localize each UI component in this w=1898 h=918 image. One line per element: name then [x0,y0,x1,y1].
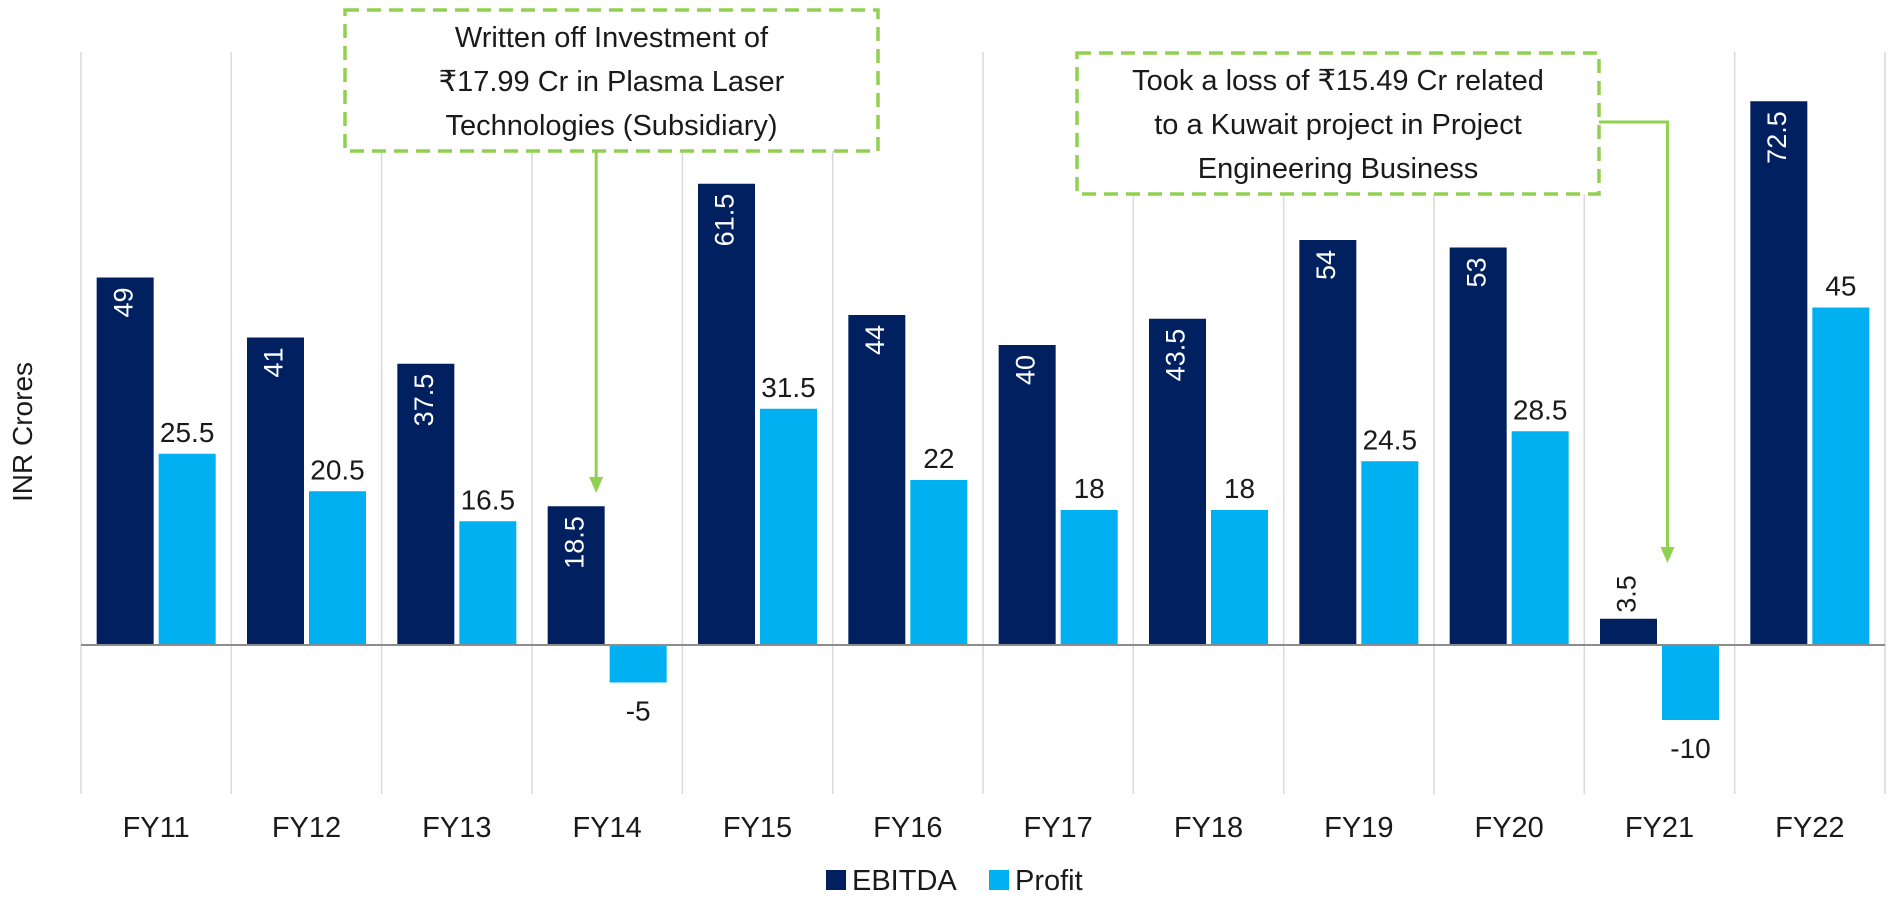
ebitda-value-label: 54 [1311,250,1341,280]
ebitda-value-label: 37.5 [409,374,439,427]
ebitda-value-label: 18.5 [559,516,589,569]
x-tick-label: FY21 [1625,812,1694,844]
ebitda-value-label: 44 [860,325,890,355]
profit-value-label: 24.5 [1363,424,1418,455]
profit-value-label: -5 [626,696,651,727]
profit-bar-fy17 [1060,510,1118,645]
profit-bar-fy12 [309,491,366,645]
x-axis-tick-labels: FY11 FY12 FY13 FY14 FY15 FY16 FY17 FY18 FY19 FY20… [123,812,1845,844]
ebitda-value-label: 53 [1461,258,1491,288]
annotation-box [343,8,880,153]
x-tick-label: FY13 [422,812,491,844]
x-tick-label: FY15 [723,812,792,844]
ebitda-bar-fy11 [96,277,154,645]
annotation-text: Engineering Business [1198,153,1479,185]
profit-value-label: -10 [1670,733,1710,764]
legend-label: Profit [1015,865,1083,897]
annotation-arrow-line [1599,120,1669,549]
profit-value-label: 45 [1825,271,1856,302]
profit-value-label: 20.5 [310,454,365,485]
profit-bar-fy14 [609,645,667,683]
gridlines [80,52,1886,794]
ebitda-value-label: 49 [108,288,138,318]
annotation-text: Took a loss of ₹15.49 Cr related [1132,65,1544,97]
x-tick-label: FY14 [573,812,642,844]
x-tick-label: FY12 [272,812,341,844]
annotation-text: Written off Investment of [455,22,769,54]
ebitda-value-label: 72.5 [1762,111,1792,164]
x-tick-label: FY18 [1174,812,1243,844]
ebitda-bar-fy19 [1299,240,1357,645]
profit-bar-fy18 [1211,510,1268,645]
ebitda-value-label: 43.5 [1161,329,1191,382]
profit-bar-fy20 [1511,431,1569,645]
x-tick-label: FY20 [1475,812,1544,844]
annotation-text: Technologies (Subsidiary) [445,110,777,142]
profit-bar-fy22 [1812,307,1870,645]
profit-bar-fy13 [459,521,517,645]
x-tick-label: FY19 [1324,812,1393,844]
annotation-arrow-head [589,477,604,493]
data-labels: 49 25.5 41 20.5 37.5 16.5 18.5 -5 61.5 31.5 44 22 40… [108,111,1856,764]
ebitda-bar-fy18 [1149,318,1206,645]
ebitda-value-label: 61.5 [710,194,740,247]
profit-value-label: 25.5 [160,417,215,448]
ebitda-bar-fy21 [1600,618,1657,645]
annotation-text: to a Kuwait project in Project [1154,109,1522,141]
annotation-arrow-head [1660,547,1675,563]
ebitda-bar-fy12 [247,337,304,645]
profit-value-label: 16.5 [461,484,516,515]
ebitda-bar-fy16 [848,315,906,645]
legend-swatch [989,870,1009,890]
x-tick-label: FY16 [873,812,942,844]
profit-bar-fy16 [910,480,968,645]
profit-bar-fy19 [1361,461,1419,645]
ebitda-value-label: 41 [259,348,289,378]
legend: EBITDA Profit [826,865,1083,897]
annotation-box [1075,51,1601,196]
x-tick-label: FY22 [1775,812,1844,844]
ebitda-bar-fy22 [1750,101,1808,645]
ebitda-value-label: 3.5 [1612,575,1642,613]
profit-value-label: 28.5 [1513,394,1568,425]
profit-bar-fy15 [760,408,817,645]
ebitda-bar-fy14 [547,506,605,645]
x-tick-label: FY11 [123,812,190,844]
bars [96,101,1870,720]
legend-swatch [826,870,846,890]
ebitda-value-label: 40 [1010,355,1040,385]
ebitda-bar-fy15 [698,183,755,645]
annotation-text: ₹17.99 Cr in Plasma Laser [439,66,785,98]
ebitda-bar-fy20 [1449,247,1507,645]
y-axis-label: INR Crores [7,362,38,502]
legend-label: EBITDA [852,865,957,897]
ebitda-bar-fy17 [998,345,1056,645]
annotations: Written off Investment of ₹17.99 Cr in Pl… [343,8,1675,563]
ebitda-bar-fy13 [397,363,455,645]
profit-value-label: 31.5 [761,372,816,403]
profit-value-label: 18 [1074,473,1105,504]
profit-bar-fy11 [158,453,216,645]
profit-bar-fy21 [1662,645,1719,720]
x-tick-label: FY17 [1024,812,1093,844]
profit-value-label: 18 [1224,473,1255,504]
profit-value-label: 22 [923,443,954,474]
